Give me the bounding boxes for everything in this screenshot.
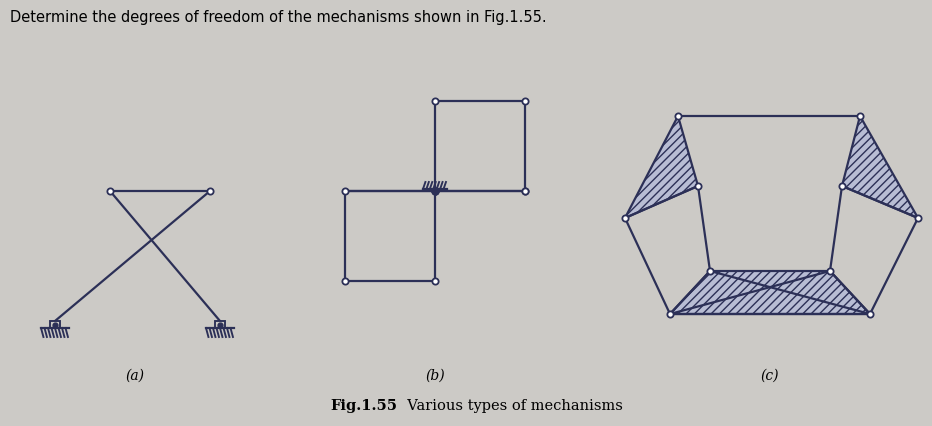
FancyBboxPatch shape [50,321,60,328]
Text: Fig.1.55: Fig.1.55 [330,398,397,412]
FancyBboxPatch shape [215,321,225,328]
Text: (b): (b) [425,368,445,382]
Text: (a): (a) [126,368,144,382]
Text: Various types of mechanisms: Various types of mechanisms [398,398,623,412]
Text: (c): (c) [761,368,779,382]
Text: Determine the degrees of freedom of the mechanisms shown in Fig.1.55.: Determine the degrees of freedom of the … [10,10,547,25]
